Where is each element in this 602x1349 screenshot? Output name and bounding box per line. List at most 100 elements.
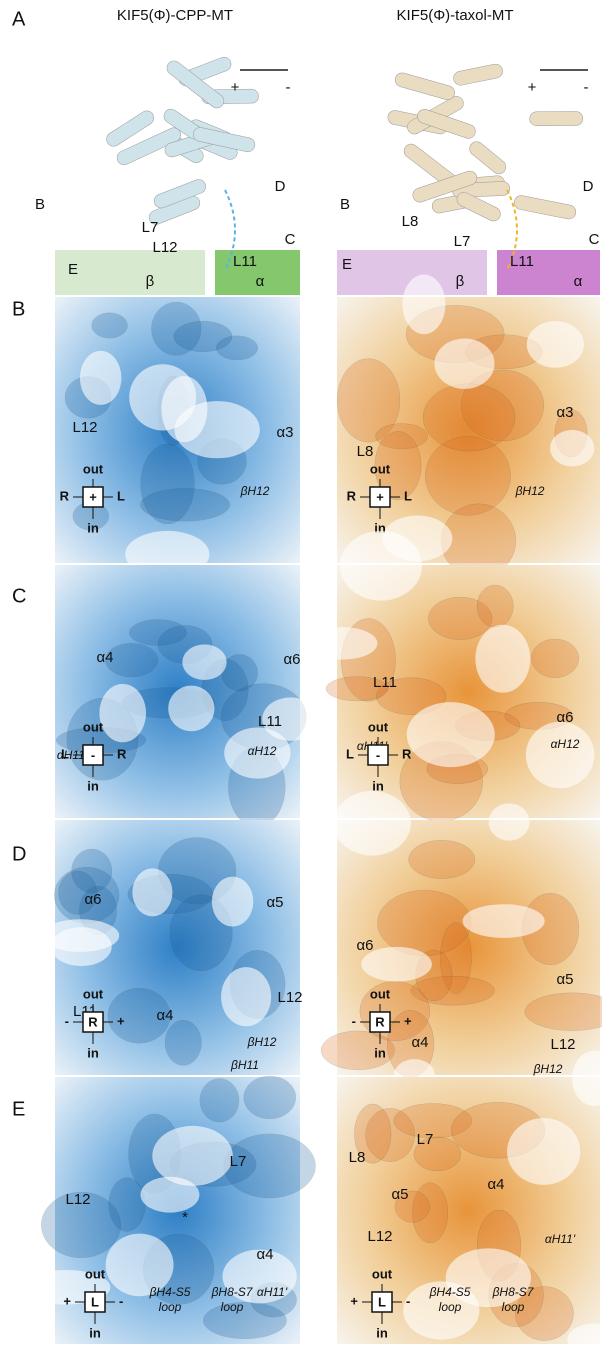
structure-label: α6: [283, 651, 300, 668]
key-out: out: [370, 986, 391, 1001]
panel-label: A: [12, 8, 26, 30]
key-center: R: [375, 1014, 385, 1029]
structure-label: L11: [258, 713, 282, 730]
solvent: [168, 685, 215, 732]
helix: [116, 127, 181, 166]
key-box: [371, 1291, 393, 1313]
structure-label: +: [528, 79, 537, 96]
solvent: [140, 1176, 200, 1213]
density-blob: [71, 848, 113, 894]
structure-label: E: [68, 261, 78, 278]
key-box: [369, 1011, 391, 1033]
panel-label: B: [12, 298, 25, 320]
helix: [469, 141, 507, 175]
density-blob: [375, 677, 447, 715]
structure-label: L8: [402, 213, 419, 230]
structure-label: B: [35, 196, 45, 213]
column-title: KIF5(Φ)-CPP-MT: [117, 7, 233, 24]
density-blob: [515, 1286, 574, 1341]
density-blob: [413, 1136, 462, 1172]
structure-label: -: [286, 79, 291, 96]
structure-label: L11: [510, 253, 534, 270]
density-blob: [377, 890, 472, 957]
key-center: L: [378, 1294, 386, 1309]
helix: [417, 109, 476, 139]
key-left: -: [65, 1013, 69, 1028]
density-blob: [140, 443, 195, 525]
key-in: in: [372, 778, 384, 793]
structure-label: loop: [439, 1300, 462, 1314]
solvent: [339, 530, 423, 601]
density-blob: [108, 1177, 146, 1232]
key-center: R: [88, 1014, 98, 1029]
key-right: +: [117, 1013, 125, 1028]
key-box: [82, 486, 104, 508]
structure-label: loop: [502, 1300, 525, 1314]
helix: [514, 195, 577, 220]
solvent: [361, 946, 432, 982]
density-blob: [203, 1301, 287, 1339]
structure-label: D: [583, 178, 594, 195]
helix: [456, 192, 501, 222]
key-out: out: [370, 461, 391, 476]
structure-label: α4: [256, 1246, 273, 1263]
structure-label: α4: [411, 1034, 428, 1051]
key-box: [369, 486, 391, 508]
solvent: [488, 803, 530, 841]
key-in: in: [374, 1045, 386, 1060]
structure-label: C: [589, 231, 600, 248]
structure-label: αH12: [248, 744, 277, 758]
density-blob: [439, 922, 472, 994]
micrograph: [337, 1050, 602, 1349]
structure-label: αH11': [257, 1285, 288, 1299]
key-right: R: [402, 746, 412, 761]
density-blob: [524, 992, 602, 1031]
structure-label: L12: [367, 1228, 392, 1245]
tubulin-alpha: [497, 250, 600, 295]
density-blob: [375, 423, 428, 450]
structure-label: α4: [156, 1007, 173, 1024]
key-right: -: [119, 1293, 123, 1308]
key-out: out: [372, 1266, 393, 1281]
density-blob: [164, 1019, 202, 1066]
structure-label: B: [340, 196, 350, 213]
solvent: [525, 721, 595, 789]
density-blob: [320, 1030, 395, 1071]
key-box: [367, 744, 389, 766]
helix: [106, 110, 155, 147]
column-title: KIF5(Φ)-taxol-MT: [397, 7, 514, 24]
key-right: +: [404, 1013, 412, 1028]
structure-label: α4: [487, 1176, 504, 1193]
key-left: L: [61, 746, 69, 761]
structure-label: α6: [84, 891, 101, 908]
structure-label: L11: [233, 253, 257, 270]
structure-label: αH12: [551, 737, 580, 751]
solvent: [99, 683, 147, 743]
key-out: out: [83, 719, 104, 734]
key-in: in: [374, 520, 386, 535]
density-blob: [107, 987, 171, 1044]
structure-label: α5: [391, 1186, 408, 1203]
density-blob: [425, 436, 511, 516]
structure-label: βH4-S5: [149, 1285, 191, 1299]
structure-label: L7: [142, 219, 159, 236]
structure-label: βH4-S5: [429, 1285, 471, 1299]
key-out: out: [83, 986, 104, 1001]
helix: [394, 72, 455, 100]
key-center: L: [91, 1294, 99, 1309]
density-blob: [354, 1103, 392, 1164]
solvent: [406, 702, 495, 768]
structure-label: -: [584, 79, 589, 96]
key-out: out: [83, 461, 104, 476]
key-left: R: [60, 488, 70, 503]
structure-label: D: [275, 178, 286, 195]
panel-label: D: [12, 843, 26, 865]
structure-label: +: [231, 79, 240, 96]
key-in: in: [87, 520, 99, 535]
density-blob: [336, 358, 401, 443]
structure-label: L7: [454, 233, 471, 250]
density-blob: [129, 619, 187, 646]
density-blob: [394, 1190, 430, 1223]
key-out: out: [85, 1266, 106, 1281]
structure-label: E: [342, 256, 352, 273]
